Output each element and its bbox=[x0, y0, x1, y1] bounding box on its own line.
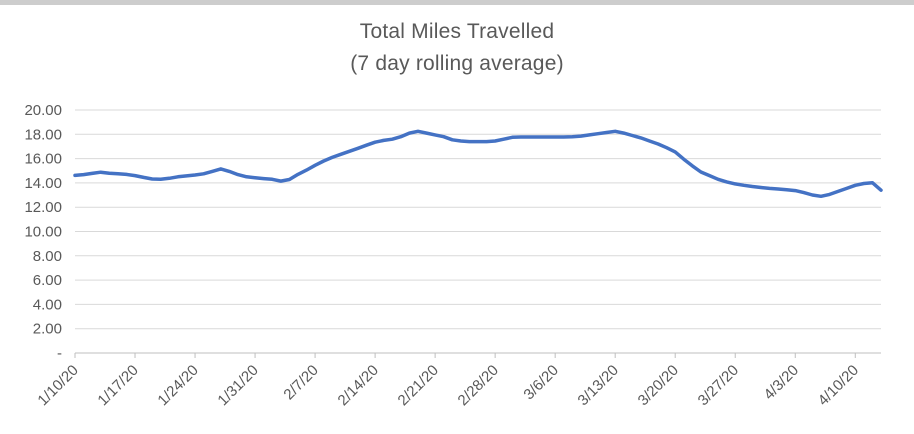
x-axis-label: 2/28/20 bbox=[455, 362, 502, 409]
chart-title: Total Miles Travelled bbox=[359, 20, 555, 43]
x-axis-label: 1/24/20 bbox=[154, 362, 201, 409]
x-axis-label: 2/21/20 bbox=[395, 362, 442, 409]
y-axis-label: - bbox=[57, 345, 62, 362]
y-axis-label: 14.00 bbox=[24, 175, 62, 192]
chart-subtitle: (7 day rolling average) bbox=[350, 52, 564, 75]
x-axis-label: 3/13/20 bbox=[575, 362, 622, 409]
window-edge-strip bbox=[0, 0, 914, 5]
x-axis-label: 3/6/20 bbox=[520, 362, 562, 404]
series-line bbox=[73, 129, 883, 199]
y-axis-label: 20.00 bbox=[24, 102, 62, 119]
x-axis-label: 3/27/20 bbox=[695, 362, 742, 409]
x-axis-label: 4/10/20 bbox=[815, 362, 862, 409]
chart-title-block: Total Miles Travelled (7 day rolling ave… bbox=[0, 16, 914, 80]
x-axis-label: 2/14/20 bbox=[335, 362, 382, 409]
y-axis-label: 8.00 bbox=[33, 248, 62, 265]
x-axis-label: 2/7/20 bbox=[280, 362, 322, 404]
x-axis-label: 1/10/20 bbox=[34, 362, 81, 409]
x-axis-label: 4/3/20 bbox=[761, 362, 803, 404]
y-axis-label: 6.00 bbox=[33, 272, 62, 289]
x-axis-label: 1/17/20 bbox=[94, 362, 141, 409]
y-axis-label: 4.00 bbox=[33, 296, 62, 313]
x-axis-label: 3/20/20 bbox=[635, 362, 682, 409]
y-axis-label: 12.00 bbox=[24, 199, 62, 216]
x-axis-label: 1/31/20 bbox=[214, 362, 261, 409]
y-axis-label: 16.00 bbox=[24, 151, 62, 168]
y-axis-label: 10.00 bbox=[24, 224, 62, 241]
y-axis-label: 2.00 bbox=[33, 321, 62, 338]
y-axis-label: 18.00 bbox=[24, 126, 62, 143]
